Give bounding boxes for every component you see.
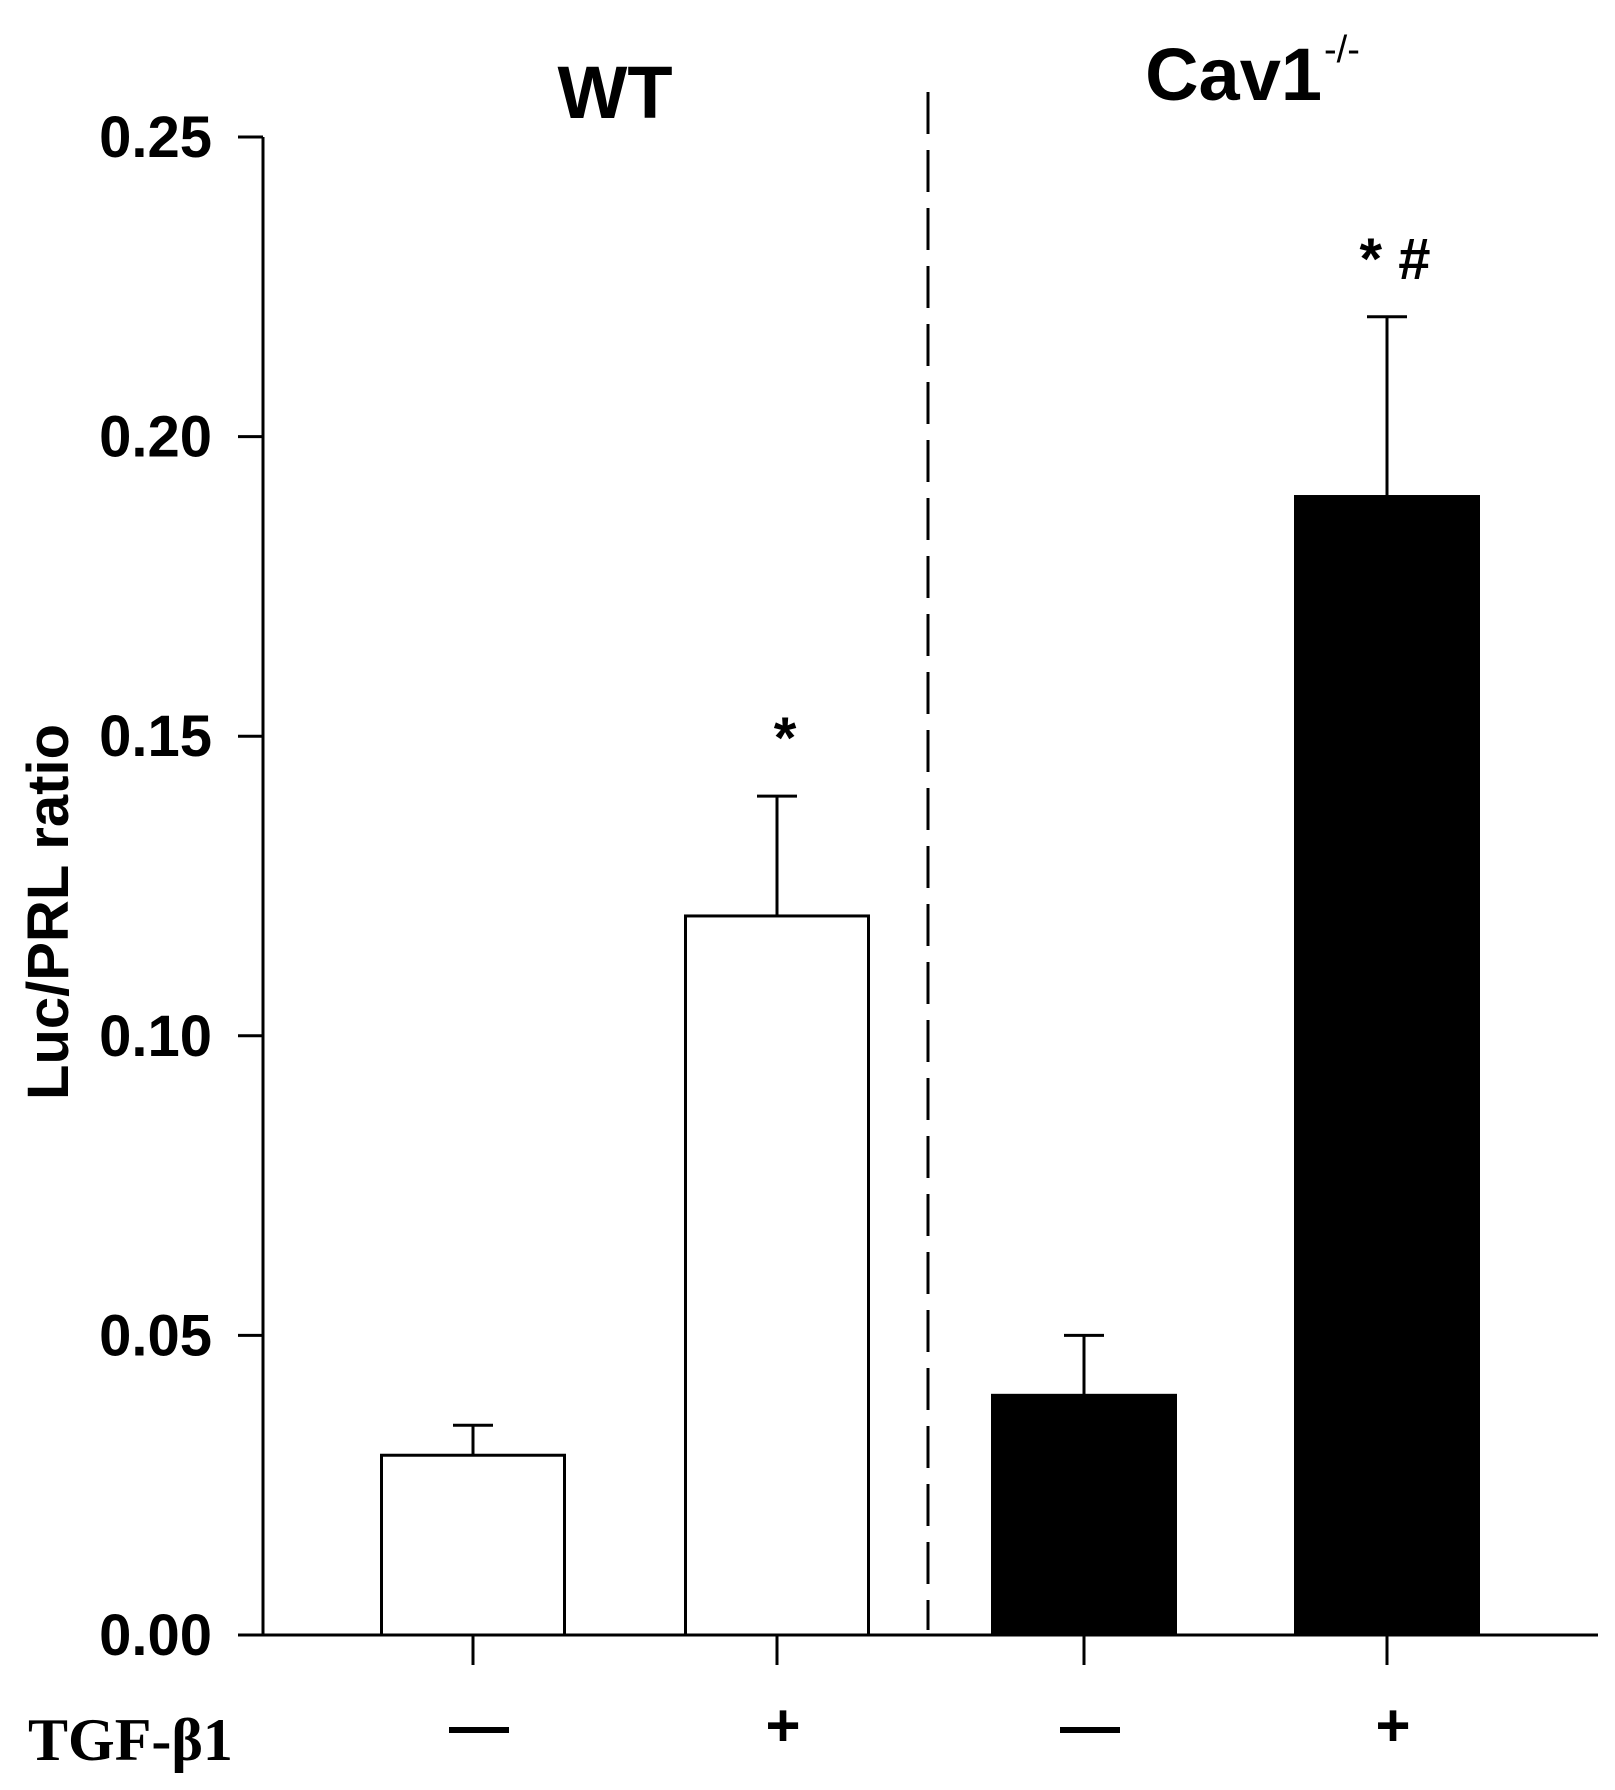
bars: * * # [380,227,1480,1637]
treatment-level-label: + [1375,1692,1410,1759]
y-tick-label: 0.05 [99,1303,212,1368]
treatment-levels: — + — + [449,1692,1411,1759]
y-axis-label: Luc/PRL ratio [16,724,81,1100]
y-tick-label: 0.00 [99,1603,212,1668]
bar [380,1453,566,1637]
y-ticks: 0.00 0.05 0.10 0.15 0.20 0.25 [99,105,263,1668]
bar [991,1393,1177,1637]
significance-label: * [774,706,797,771]
treatment-level-label: — [1060,1692,1120,1759]
group-label-cav1-superscript: -/- [1324,29,1360,71]
bar [1294,495,1480,1637]
significance-label: * # [1360,227,1431,292]
group-label-cav1: Cav1 [1145,33,1322,116]
y-tick-label: 0.20 [99,405,212,470]
y-tick-label: 0.10 [99,1004,212,1069]
group-label-wt: WT [557,51,672,134]
x-ticks [471,1635,1389,1665]
bar [684,914,870,1637]
treatment-label: TGF-β1 [28,1707,233,1773]
treatment-level-label: — [449,1692,509,1759]
y-tick-label: 0.25 [99,105,212,170]
y-tick-label: 0.15 [99,704,212,769]
treatment-level-label: + [765,1692,800,1759]
